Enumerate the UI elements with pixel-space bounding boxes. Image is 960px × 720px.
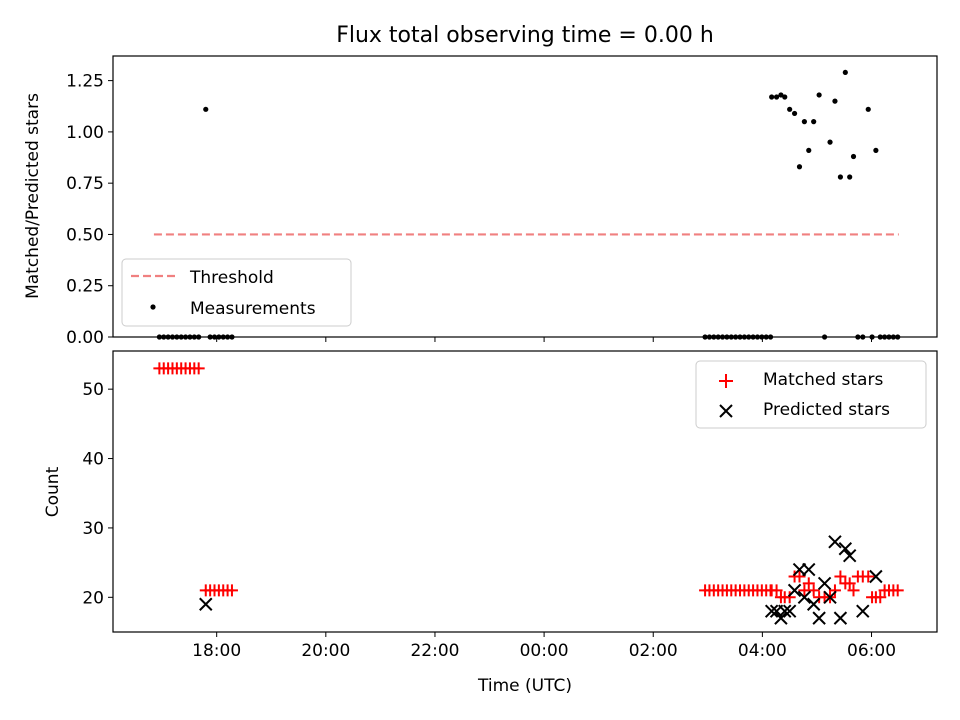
matched-star-marker [770, 584, 783, 597]
predicted-star-marker [812, 611, 826, 625]
predicted-legend-label: Predicted stars [763, 400, 890, 420]
bottom-y-tick-label: 50 [82, 380, 104, 400]
measurement-point [811, 119, 817, 125]
top-y-axis-label: Matched/Predicted stars [23, 93, 43, 299]
predicted-star-marker [828, 535, 842, 549]
predicted-star-marker [856, 604, 870, 618]
predicted-star-marker [778, 604, 792, 618]
matched-star-marker [793, 570, 806, 583]
predicted-star-marker [842, 548, 857, 563]
matched-star-marker [828, 584, 841, 597]
predicted-star-marker [774, 611, 788, 625]
matched-star-marker [192, 362, 205, 375]
chart-title: Flux total observing time = 0.00 h [336, 23, 714, 48]
predicted-star-marker [764, 604, 779, 618]
bottom-panel: 18:00 20:00 22:00 00:00 02:00 04:00 06:00 20 30 4… [43, 350, 938, 696]
measurement-point [773, 94, 780, 100]
x-axis-label: Time (UTC) [477, 676, 572, 696]
top-axes-frame [112, 55, 938, 338]
predicted-star-marker [787, 583, 802, 598]
top-y-tick-label: 0.00 [66, 328, 104, 348]
predicted-star-marker [806, 597, 821, 611]
measurement-point [801, 119, 807, 125]
bottom-y-tick-label: 40 [82, 450, 104, 470]
top-y-tick-label: 0.25 [66, 277, 104, 297]
predicted-star-marker [782, 604, 797, 618]
predicted-star-marker [823, 590, 837, 605]
x-tick-label: 22:00 [410, 641, 459, 661]
matched-star-marker [891, 584, 904, 597]
measurement-point [847, 174, 853, 180]
top-y-tick-label: 1.25 [66, 72, 104, 92]
top-axis-ticks: 0.00 0.25 0.50 0.75 1.00 1.25 [66, 72, 873, 348]
matched-star-marker [783, 591, 796, 604]
matched-star-marker [874, 591, 887, 604]
measurement-point [769, 94, 775, 100]
measurement-point [837, 174, 844, 180]
matched-star-marker [802, 577, 815, 590]
measurement-point [873, 147, 879, 153]
matched-star-marker [847, 584, 860, 597]
x-tick-label: 20:00 [301, 641, 350, 661]
top-y-tick-label: 1.00 [66, 123, 104, 143]
measurement-point [778, 92, 784, 98]
measurement-point [842, 69, 848, 76]
measurement-point [782, 94, 788, 100]
measurement-point [791, 110, 798, 117]
measurement-point [796, 164, 803, 170]
x-tick-label: 04:00 [738, 641, 787, 661]
measurements-legend-swatch [150, 304, 156, 310]
bottom-legend: Matched stars Predicted stars [695, 360, 927, 429]
predicted-star-marker [802, 562, 816, 577]
measurement-point [806, 147, 812, 153]
predicted-star-marker [797, 590, 812, 605]
matched-legend-label: Matched stars [763, 370, 883, 390]
matched-star-marker [862, 570, 875, 583]
x-tick-label: 06:00 [847, 641, 896, 661]
bottom-axes-frame [112, 350, 938, 633]
matched-legend-swatch [719, 374, 733, 388]
top-legend: Threshold Measurements [121, 258, 352, 327]
measurement-point [850, 153, 857, 160]
measurements-legend-label: Measurements [190, 299, 316, 319]
top-y-tick-label: 0.75 [66, 174, 104, 194]
threshold-legend-label: Threshold [189, 268, 274, 288]
measurement-point [832, 98, 838, 104]
x-tick-label: 00:00 [520, 641, 569, 661]
bottom-y-tick-label: 30 [82, 519, 104, 539]
bottom-y-tick-label: 20 [82, 588, 104, 608]
predicted-star-marker [199, 597, 213, 611]
matched-star-marker [843, 577, 856, 590]
measurement-point [787, 106, 793, 112]
measurement-point [827, 139, 833, 145]
predicted-star-marker [838, 542, 853, 556]
top-legend-box [121, 258, 352, 327]
bottom-y-axis-label: Count [43, 466, 63, 517]
x-tick-label: 18:00 [192, 641, 241, 661]
predicted-legend-swatch [719, 404, 733, 418]
measurement-point [203, 106, 209, 112]
matched-star-marker [225, 584, 238, 597]
predicted-star-marker [869, 569, 883, 584]
top-panel: 0.00 0.25 0.50 0.75 1.00 1.25 Matched/Predict… [23, 55, 938, 348]
bottom-legend-box [695, 360, 927, 429]
measurement-point [865, 106, 871, 112]
top-y-tick-label: 0.50 [66, 225, 104, 245]
predicted-star-marker [817, 576, 832, 591]
measurement-point [816, 92, 822, 98]
predicted-star-marker [833, 611, 848, 625]
x-tick-label: 02:00 [629, 641, 678, 661]
matched-star-marker [834, 570, 847, 583]
matched-star-marker [807, 584, 820, 597]
bottom-plot-area [153, 362, 904, 625]
bottom-axis-ticks: 18:00 20:00 22:00 00:00 02:00 04:00 06:00 20 30 4… [82, 380, 896, 661]
